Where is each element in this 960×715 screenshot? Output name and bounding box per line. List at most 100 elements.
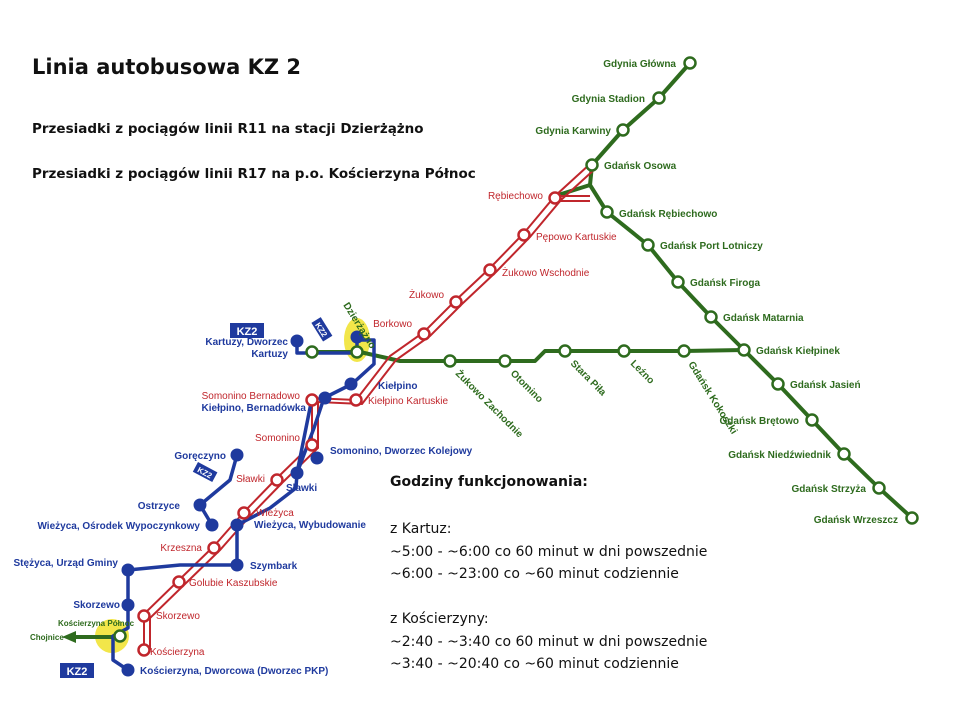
bus-route-kz2-bypass bbox=[295, 397, 314, 474]
station-gdansk-jasien bbox=[771, 377, 785, 391]
page-title: Linia autobusowa KZ 2 bbox=[32, 55, 301, 79]
label-gdansk-firoga: Gdańsk Firoga bbox=[690, 278, 760, 289]
bus-stop-ostrzyce bbox=[193, 498, 207, 512]
label-gdansk-bretowo: Gdańsk Brętowo bbox=[720, 416, 799, 427]
kz2-badge-route-north: KZ2 bbox=[311, 317, 333, 342]
red-rail-line bbox=[143, 163, 597, 650]
station-koscierzyna-rail bbox=[137, 643, 151, 657]
station-gdansk-firoga bbox=[671, 275, 685, 289]
transfer-note-r17: Przesiadki z pociągów linii R17 na p.o. … bbox=[32, 166, 476, 182]
bus-stop-labels: Kartuzy, Dworzec Kartuzy Kiełpino Kiełpi… bbox=[14, 337, 473, 677]
label-koscierzyna-rail: Kościerzyna bbox=[150, 647, 205, 658]
label-skorzewo-bus: Skorzewo bbox=[73, 600, 120, 611]
label-gdansk-jasien: Gdańsk Jasień bbox=[790, 380, 861, 391]
label-slawki-rail: Sławki bbox=[236, 474, 265, 485]
station-gdynia-stadion bbox=[652, 91, 666, 105]
station-kartuzy bbox=[305, 345, 319, 359]
label-gdynia-glowna: Gdynia Główna bbox=[603, 59, 676, 70]
bus-stop-skorzewo bbox=[121, 598, 135, 612]
schedule-koscierzyna-label: z Kościerzyny: bbox=[390, 611, 489, 627]
bus-stop-goreczyno bbox=[230, 448, 244, 462]
label-zukowo-wschodnie: Żukowo Wschodnie bbox=[502, 266, 590, 279]
kz2-badge-kartuzy: KZ2 bbox=[230, 323, 264, 338]
station-gdansk-niedzwiednik bbox=[837, 447, 851, 461]
label-somonino-bernadowo: Somonino Bernadowo bbox=[202, 391, 301, 402]
station-koscierzyna-polnoc bbox=[113, 629, 127, 643]
station-gdansk-wrzeszcz bbox=[905, 511, 919, 525]
station-somonino-bernadowo bbox=[305, 393, 319, 407]
schedule-koscierzyna-line-1: ~2:40 - ~3:40 co 60 minut w dni powszedn… bbox=[390, 634, 707, 650]
label-gdansk-kokoszki: Gdańsk Kokoszki bbox=[685, 360, 739, 437]
station-kielpino-kartuskie bbox=[349, 393, 363, 407]
label-gdansk-wrzeszcz: Gdańsk Wrzeszcz bbox=[814, 515, 898, 526]
station-skorzewo-rail bbox=[137, 609, 151, 623]
label-wiezyca-osrodek: Wieżyca, Ośrodek Wypoczynkowy bbox=[37, 521, 200, 532]
schedule-panel: Godziny funkcjonowania: z Kartuz: ~5:00 … bbox=[390, 474, 707, 672]
bus-stop-wiezyca-osrodek bbox=[205, 518, 219, 532]
label-lezno: Leźno bbox=[628, 358, 656, 386]
station-rebiechowo bbox=[548, 191, 562, 205]
schedule-kartuzy-line-2: ~6:00 - ~23:00 co ~60 minut codziennie bbox=[390, 566, 679, 582]
bus-stop-koscierzyna-dworcowa bbox=[121, 663, 135, 677]
green-station-markers bbox=[113, 56, 919, 643]
kz2-badge-text: KZ2 bbox=[67, 666, 88, 678]
bus-stop-markers bbox=[121, 330, 364, 677]
station-pepowo-kartuskie bbox=[517, 228, 531, 242]
station-krzeszna bbox=[207, 541, 221, 555]
station-zukowo-zachodnie bbox=[443, 354, 457, 368]
kz2-badge-text: KZ2 bbox=[237, 326, 258, 338]
label-golubie-kaszubskie: Golubie Kaszubskie bbox=[189, 578, 278, 589]
station-zukowo-wschodnie bbox=[483, 263, 497, 277]
label-slawki-bus: Sławki bbox=[286, 483, 317, 494]
label-pepowo-kartuskie: Pępowo Kartuskie bbox=[536, 232, 617, 243]
station-otomino bbox=[498, 354, 512, 368]
station-golubie-kaszubskie bbox=[172, 575, 186, 589]
station-wiezyca-rail bbox=[237, 506, 251, 520]
label-gdynia-stadion: Gdynia Stadion bbox=[572, 94, 645, 105]
label-chojnice: Chojnice bbox=[30, 633, 64, 642]
label-zukowo: Żukowo bbox=[409, 288, 444, 301]
rail-line-track-b bbox=[149, 167, 597, 650]
label-rebiechowo: Rębiechowo bbox=[488, 191, 543, 202]
bus-stop-slawki bbox=[290, 466, 304, 480]
label-szymbark: Szymbark bbox=[250, 561, 298, 572]
label-goreczyno: Goręczyno bbox=[174, 451, 226, 462]
label-gdansk-port-lotniczy: Gdańsk Port Lotniczy bbox=[660, 241, 763, 252]
kz2-badge-route-south: KZ2 bbox=[192, 461, 218, 483]
schedule-koscierzyna-line-2: ~3:40 - ~20:40 co ~60 minut codziennie bbox=[390, 656, 679, 672]
red-station-labels: Rębiechowo Pępowo Kartuskie Żukowo Wscho… bbox=[150, 191, 617, 658]
bus-stop-kielpino-bernadowka bbox=[318, 391, 332, 405]
label-kielpino-kartuskie: Kiełpino Kartuskie bbox=[368, 396, 448, 407]
bus-stop-dzierzazno bbox=[350, 330, 364, 344]
label-skorzewo-rail: Skorzewo bbox=[156, 611, 200, 622]
label-wiezyca-rail: Wieżyca bbox=[256, 508, 294, 519]
station-borkowo bbox=[417, 327, 431, 341]
transfer-note-r11: Przesiadki z pociągów linii R11 na stacj… bbox=[32, 121, 424, 137]
bus-stop-kielpino bbox=[344, 377, 358, 391]
station-slawki-rail bbox=[270, 473, 284, 487]
station-zukowo bbox=[449, 295, 463, 309]
label-gdansk-kielpinek: Gdańsk Kiełpinek bbox=[756, 346, 840, 357]
bus-route-kz2-loop bbox=[198, 454, 239, 526]
label-gdansk-matarnia: Gdańsk Matarnia bbox=[723, 313, 804, 324]
station-dzierzazno bbox=[350, 345, 364, 359]
label-gdynia-karwiny: Gdynia Karwiny bbox=[535, 126, 611, 137]
label-gdansk-strzyza: Gdańsk Strzyża bbox=[792, 484, 867, 495]
schedule-kartuzy-line-1: ~5:00 - ~6:00 co 60 minut w dni powszedn… bbox=[390, 544, 707, 560]
station-gdansk-kokoszki bbox=[677, 344, 691, 358]
schedule-heading: Godziny funkcjonowania: bbox=[390, 474, 588, 490]
label-krzeszna: Krzeszna bbox=[160, 543, 202, 554]
kz2-badge-koscierzyna: KZ2 bbox=[60, 663, 94, 678]
station-gdansk-kielpinek bbox=[737, 343, 751, 357]
station-lezno bbox=[617, 344, 631, 358]
bus-stop-szymbark bbox=[230, 558, 244, 572]
label-koscierzyna-polnoc: Kościerzyna Północ bbox=[58, 619, 135, 628]
station-gdansk-rebiechowo bbox=[600, 205, 614, 219]
label-kartuzy-dworzec: Kartuzy, Dworzec bbox=[205, 337, 288, 348]
label-somonino: Somonino bbox=[255, 433, 300, 444]
station-somonino bbox=[305, 438, 319, 452]
station-gdansk-port-lotniczy bbox=[641, 238, 655, 252]
label-somonino-dworzec: Somonino, Dworzec Kolejowy bbox=[330, 446, 473, 457]
label-borkowo: Borkowo bbox=[373, 319, 412, 330]
